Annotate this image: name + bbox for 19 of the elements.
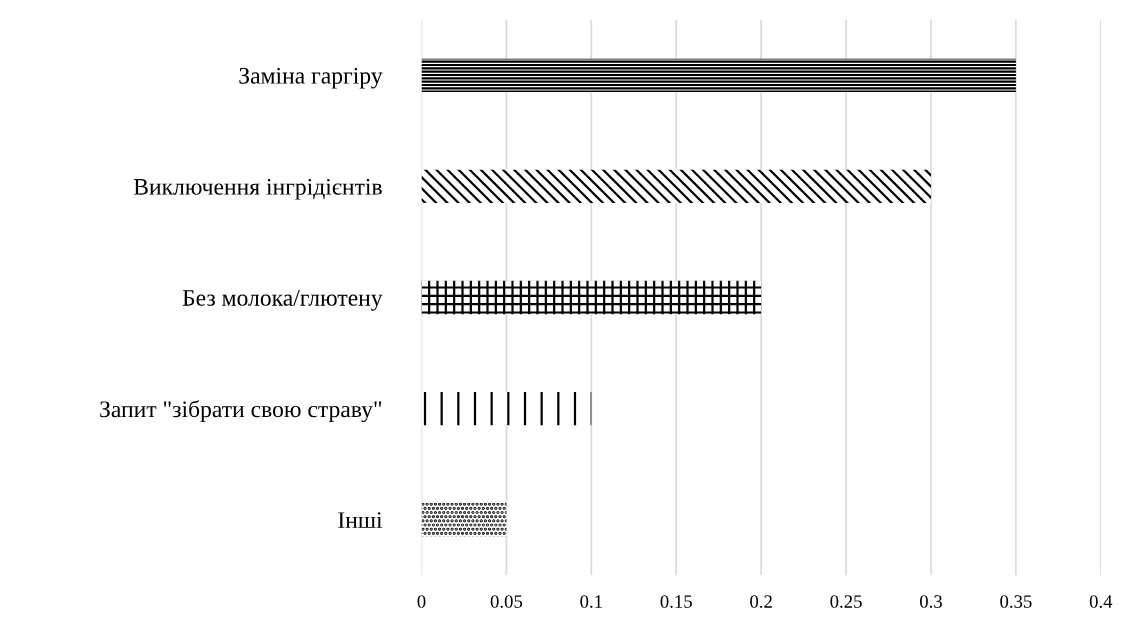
y-tick-label: Інші xyxy=(338,512,383,528)
bar xyxy=(421,169,931,204)
y-tick-label: Запит "зібрати свою страву" xyxy=(100,400,382,423)
bar xyxy=(421,391,592,426)
x-tick-label: 0.4 xyxy=(1089,595,1113,608)
x-tick-label: 0.1 xyxy=(580,595,602,608)
x-tick-label: 0.35 xyxy=(1000,595,1032,608)
x-tick-label: 0.25 xyxy=(830,595,862,608)
y-tick-label: Без молока/глютену xyxy=(182,290,383,311)
y-tick-label: Виключення інгрідієнтів xyxy=(133,178,382,200)
x-tick-label: 0.2 xyxy=(750,595,772,608)
x-tick-label: 0.3 xyxy=(919,595,942,608)
y-tick-label: Заміна гаргіру xyxy=(239,67,383,89)
bar xyxy=(421,503,507,537)
x-tick-label: 0.15 xyxy=(660,595,692,608)
bar xyxy=(421,58,1016,92)
x-tick-label: 0.05 xyxy=(490,595,523,608)
bar xyxy=(421,280,762,315)
x-tick-label: 0 xyxy=(417,595,426,608)
